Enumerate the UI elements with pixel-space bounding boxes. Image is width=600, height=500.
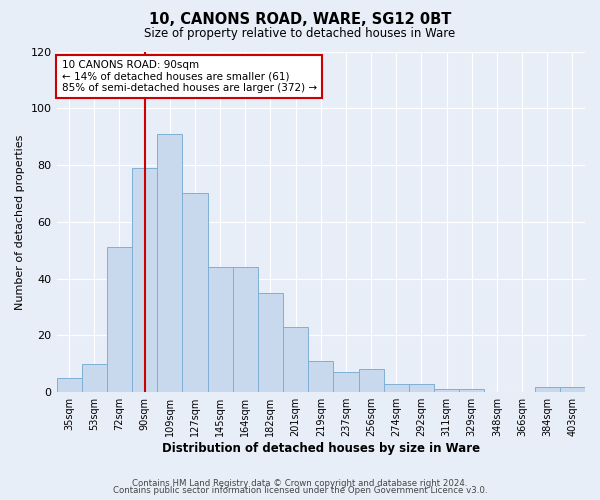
- Text: 10, CANONS ROAD, WARE, SG12 0BT: 10, CANONS ROAD, WARE, SG12 0BT: [149, 12, 451, 28]
- Bar: [308, 361, 334, 392]
- Text: Contains public sector information licensed under the Open Government Licence v3: Contains public sector information licen…: [113, 486, 487, 495]
- Y-axis label: Number of detached properties: Number of detached properties: [15, 134, 25, 310]
- Bar: [283, 327, 308, 392]
- Bar: [459, 390, 484, 392]
- Bar: [359, 370, 383, 392]
- Bar: [434, 390, 459, 392]
- Bar: [535, 386, 560, 392]
- Bar: [208, 268, 233, 392]
- Text: Contains HM Land Registry data © Crown copyright and database right 2024.: Contains HM Land Registry data © Crown c…: [132, 478, 468, 488]
- Bar: [258, 293, 283, 392]
- X-axis label: Distribution of detached houses by size in Ware: Distribution of detached houses by size …: [162, 442, 480, 455]
- Bar: [157, 134, 182, 392]
- Bar: [383, 384, 409, 392]
- Text: 10 CANONS ROAD: 90sqm
← 14% of detached houses are smaller (61)
85% of semi-deta: 10 CANONS ROAD: 90sqm ← 14% of detached …: [62, 60, 317, 93]
- Bar: [560, 386, 585, 392]
- Bar: [56, 378, 82, 392]
- Bar: [334, 372, 359, 392]
- Bar: [107, 248, 132, 392]
- Bar: [409, 384, 434, 392]
- Bar: [233, 268, 258, 392]
- Bar: [132, 168, 157, 392]
- Text: Size of property relative to detached houses in Ware: Size of property relative to detached ho…: [145, 28, 455, 40]
- Bar: [82, 364, 107, 392]
- Bar: [182, 194, 208, 392]
